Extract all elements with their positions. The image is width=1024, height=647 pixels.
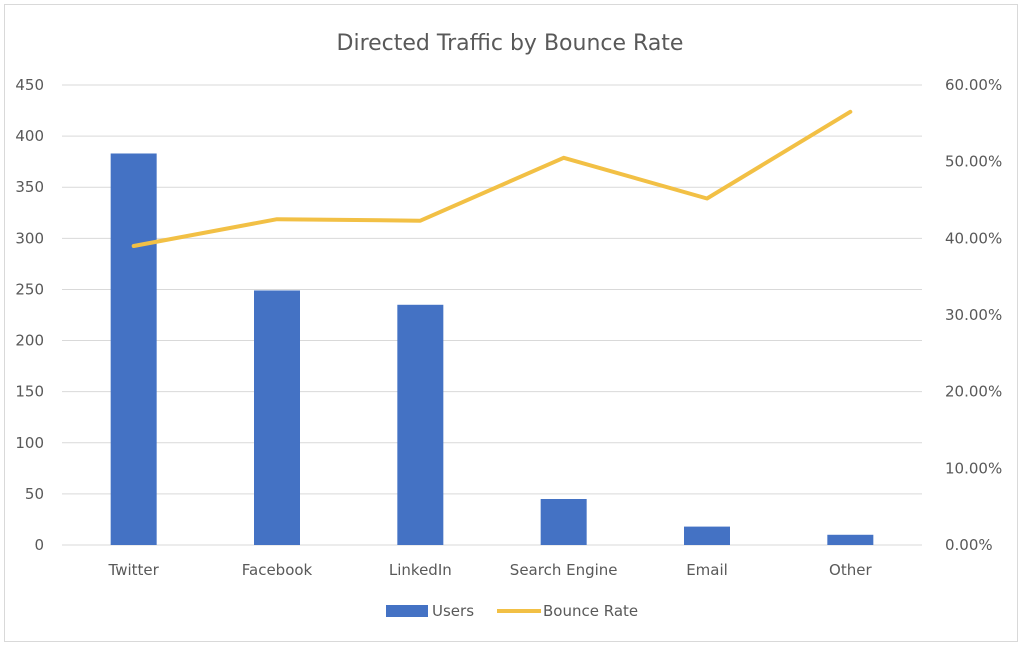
- right-tick-label: 0.00%: [945, 536, 993, 554]
- legend-bounce-rate-label: Bounce Rate: [543, 602, 638, 620]
- bar-email: [684, 526, 730, 545]
- legend-users-swatch: [386, 605, 428, 617]
- left-tick-label: 300: [15, 229, 44, 247]
- left-tick-label: 50: [25, 485, 44, 503]
- right-tick-label: 40.00%: [945, 229, 1002, 247]
- legend-users-label: Users: [432, 602, 474, 620]
- users-bars: [110, 153, 874, 545]
- left-tick-label: 400: [15, 127, 44, 145]
- category-label: Search Engine: [510, 561, 618, 579]
- right-tick-label: 30.00%: [945, 306, 1002, 324]
- right-tick-label: 20.00%: [945, 383, 1002, 401]
- legend: Users Bounce Rate: [386, 602, 638, 620]
- left-tick-label: 0: [34, 536, 44, 554]
- right-axis-ticks: 0.00% 10.00% 20.00% 30.00% 40.00% 50.00% 60.00…: [945, 76, 1002, 554]
- bar-facebook: [254, 290, 300, 545]
- bar-linkedin: [397, 304, 444, 545]
- category-labels: Twitter Facebook LinkedIn Search Engine Emai…: [108, 561, 873, 579]
- category-label: Facebook: [242, 561, 313, 579]
- category-label: LinkedIn: [389, 561, 452, 579]
- left-tick-label: 250: [15, 280, 44, 298]
- left-tick-label: 150: [15, 383, 44, 401]
- bar-other: [827, 534, 874, 545]
- gridlines: [62, 84, 922, 546]
- left-axis-ticks: 0 50 100 150 200 250 300 350 400 450: [15, 76, 44, 554]
- left-tick-label: 200: [15, 332, 44, 350]
- left-tick-label: 350: [15, 178, 44, 196]
- right-tick-label: 60.00%: [945, 76, 1002, 94]
- bounce-rate-line: [131, 109, 853, 248]
- left-tick-label: 450: [15, 76, 44, 94]
- bar-twitter: [110, 153, 157, 545]
- category-label: Twitter: [108, 561, 160, 579]
- right-tick-label: 10.00%: [945, 459, 1002, 477]
- category-label: Email: [686, 561, 728, 579]
- bounce-rate-polyline: [131, 109, 853, 248]
- chart-title: Directed Traffic by Bounce Rate: [337, 31, 684, 56]
- category-label: Other: [829, 561, 872, 579]
- left-tick-label: 100: [15, 434, 44, 452]
- right-tick-label: 50.00%: [945, 153, 1002, 171]
- bar-search-engine: [540, 499, 587, 545]
